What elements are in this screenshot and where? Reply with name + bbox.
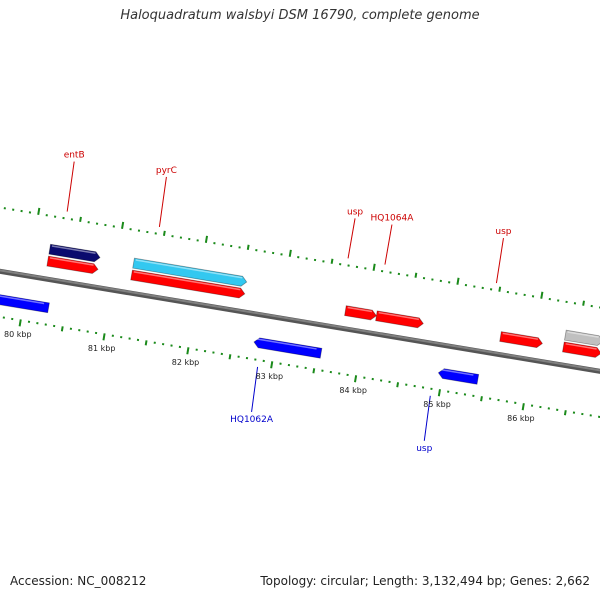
gene-label[interactable]: usp [416,444,432,454]
tick-mark [563,410,567,416]
gene-shine [378,311,420,321]
tick-marks [2,207,600,418]
gene-label[interactable]: HQ1064A [370,214,414,224]
tick-mark [582,300,585,306]
gene-shine [347,306,373,313]
tick-mark [414,272,418,278]
label-leader-line [384,224,393,265]
gene-arrow[interactable] [499,331,543,349]
gene-shine [567,331,599,338]
gene-shine [565,343,597,350]
gene-arrow[interactable] [130,269,246,299]
tick-mark [540,291,544,299]
tick-mark [121,221,125,229]
tick-mark [270,361,274,369]
gene-shine [51,245,96,255]
gene-shine [256,338,317,350]
gene-arrow[interactable] [46,255,99,274]
label-leader-line [495,238,504,284]
tick-mark [102,333,106,341]
axis-tick-label: 84 kbp [339,386,367,395]
accession-text: Accession: NC_008212 [10,574,147,588]
label-leader-line [66,161,75,212]
gene-shine [0,295,45,305]
axis-labels: 80 kbp 81 kbp 82 kbp 83 kbp 84 kbp 85 kbp 86 k… [4,330,535,423]
gene-label[interactable]: usp [347,207,363,217]
gene-features [0,243,600,385]
backbone-highlight [0,269,600,372]
gene-shine [135,259,243,279]
gene-shine [440,368,474,376]
gene-arrow[interactable] [48,243,101,263]
label-leader-line [158,176,167,228]
tick-mark [480,396,483,402]
gene-shine [133,271,241,291]
tick-mark [396,382,400,388]
gene-arrow[interactable] [564,329,600,346]
tick-mark [144,340,148,346]
gene-arrow[interactable] [562,341,600,358]
axis-tick-label: 82 kbp [172,358,200,367]
tick-mark [312,368,316,374]
tick-mark [60,326,64,332]
tick-mark [354,375,358,383]
map-title: Haloquadratum walsbyi DSM 16790, complet… [120,8,480,23]
gene-arrow[interactable] [375,310,424,329]
genome-summary-text: Topology: circular; Length: 3,132,494 bp… [260,574,590,588]
tick-mark [372,263,376,271]
gene-arrow[interactable] [437,368,480,385]
tick-mark [162,230,166,236]
gene-shine [49,257,94,266]
label-leader-line [251,366,259,413]
gene-arrow[interactable] [253,337,323,359]
gene-arrow[interactable] [0,294,50,314]
tick-mark [330,258,334,264]
axis-tick-label: 85 kbp [423,400,451,409]
label-leader-line [423,395,431,441]
genome-backbone [0,268,600,374]
axis-tick-label: 83 kbp [256,372,284,381]
tick-mark [521,403,525,411]
tick-mark [246,244,250,250]
tick-mark [437,389,441,397]
tick-mark [79,216,82,222]
tick-mark [37,207,41,216]
tick-mark [186,347,190,355]
gene-label[interactable]: entB [64,151,85,161]
tick-mark [228,354,232,360]
axis-tick-label: 81 kbp [88,344,116,353]
label-leader-line [347,218,356,259]
gene-shine [502,332,539,340]
gene-label[interactable]: HQ1062A [230,415,274,425]
tick-mark [18,319,22,327]
axis-tick-label: 80 kbp [4,330,32,339]
tick-mark [288,249,292,257]
tick-mark [204,235,209,243]
tick-mark [498,286,502,292]
gene-arrow[interactable] [132,257,248,287]
gene-label[interactable]: pyrC [156,166,177,176]
gene-label[interactable]: usp [495,227,511,237]
tick-mark [456,277,460,285]
gene-labels: entB pyrC usp HQ1064A usp HQ1062A usp [64,151,512,454]
gene-arrow[interactable] [344,305,377,321]
axis-tick-label: 86 kbp [507,414,535,423]
